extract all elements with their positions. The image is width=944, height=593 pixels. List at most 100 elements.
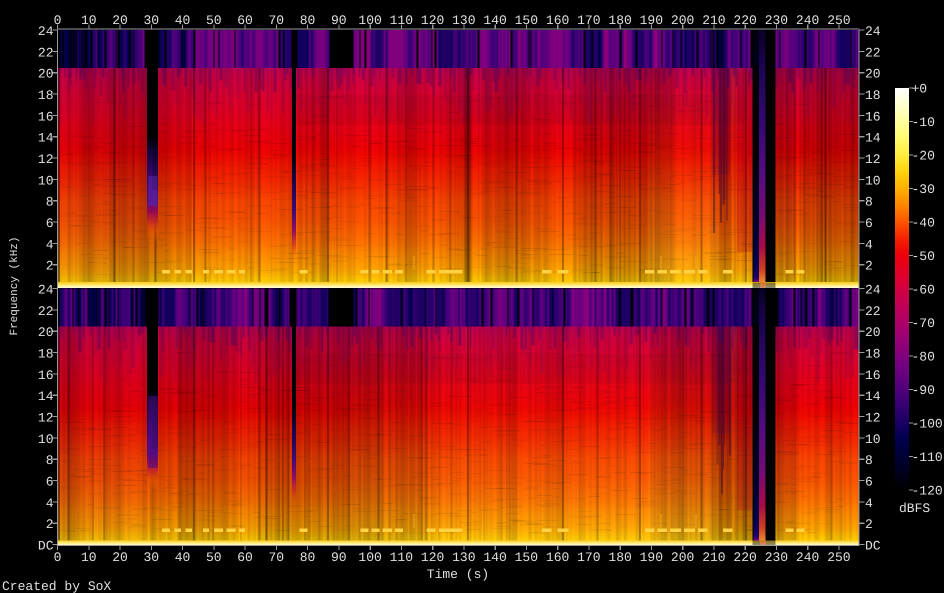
svg-text:+0: +0 — [912, 82, 928, 97]
svg-text:12: 12 — [865, 411, 881, 426]
svg-text:-50: -50 — [912, 249, 935, 264]
svg-text:18: 18 — [38, 347, 54, 362]
svg-text:160: 160 — [546, 13, 569, 28]
svg-text:130: 130 — [452, 550, 475, 565]
svg-text:24: 24 — [865, 283, 881, 298]
svg-text:180: 180 — [608, 550, 631, 565]
svg-text:14: 14 — [38, 131, 54, 146]
svg-text:-30: -30 — [912, 182, 935, 197]
svg-text:24: 24 — [865, 24, 881, 39]
svg-text:2: 2 — [46, 259, 54, 274]
svg-text:40: 40 — [175, 550, 191, 565]
svg-text:16: 16 — [865, 368, 881, 383]
svg-text:40: 40 — [175, 13, 191, 28]
svg-text:14: 14 — [38, 389, 54, 404]
svg-text:DC: DC — [865, 539, 881, 554]
svg-text:170: 170 — [577, 13, 600, 28]
svg-text:-20: -20 — [912, 149, 935, 164]
svg-text:70: 70 — [268, 13, 284, 28]
svg-text:240: 240 — [796, 550, 819, 565]
svg-text:10: 10 — [38, 173, 54, 188]
svg-text:170: 170 — [577, 550, 600, 565]
svg-text:2: 2 — [865, 259, 873, 274]
svg-text:-80: -80 — [912, 350, 935, 365]
svg-text:6: 6 — [865, 216, 873, 231]
svg-text:210: 210 — [702, 13, 725, 28]
svg-text:20: 20 — [112, 13, 128, 28]
svg-text:20: 20 — [38, 67, 54, 82]
svg-text:22: 22 — [38, 45, 54, 60]
svg-text:140: 140 — [483, 13, 506, 28]
svg-text:-120: -120 — [912, 484, 943, 499]
svg-text:22: 22 — [865, 45, 881, 60]
svg-text:16: 16 — [865, 109, 881, 124]
svg-text:70: 70 — [268, 550, 284, 565]
svg-text:16: 16 — [38, 368, 54, 383]
svg-text:30: 30 — [143, 13, 159, 28]
svg-text:110: 110 — [390, 550, 413, 565]
svg-text:8: 8 — [46, 453, 54, 468]
svg-text:80: 80 — [300, 550, 316, 565]
svg-text:200: 200 — [671, 13, 694, 28]
svg-text:-110: -110 — [912, 450, 943, 465]
svg-text:60: 60 — [237, 550, 253, 565]
svg-text:120: 120 — [421, 550, 444, 565]
svg-text:18: 18 — [38, 88, 54, 103]
svg-text:4: 4 — [46, 237, 54, 252]
svg-text:6: 6 — [46, 216, 54, 231]
svg-text:10: 10 — [81, 13, 97, 28]
svg-text:DC: DC — [38, 539, 54, 554]
svg-text:-90: -90 — [912, 383, 935, 398]
svg-text:240: 240 — [796, 13, 819, 28]
svg-text:20: 20 — [38, 325, 54, 340]
svg-text:-100: -100 — [912, 417, 943, 432]
svg-text:90: 90 — [331, 13, 347, 28]
svg-text:22: 22 — [38, 304, 54, 319]
svg-text:Frequency (kHz): Frequency (kHz) — [9, 236, 21, 335]
svg-text:14: 14 — [865, 131, 881, 146]
svg-text:0: 0 — [54, 550, 62, 565]
svg-text:10: 10 — [81, 550, 97, 565]
svg-text:150: 150 — [515, 550, 538, 565]
svg-text:-70: -70 — [912, 316, 935, 331]
svg-text:200: 200 — [671, 550, 694, 565]
svg-text:-10: -10 — [912, 115, 935, 130]
svg-text:90: 90 — [331, 550, 347, 565]
svg-text:2: 2 — [46, 517, 54, 532]
svg-text:250: 250 — [827, 13, 850, 28]
svg-text:100: 100 — [358, 550, 381, 565]
svg-text:6: 6 — [46, 475, 54, 490]
svg-text:-60: -60 — [912, 283, 935, 298]
svg-text:80: 80 — [300, 13, 316, 28]
svg-text:10: 10 — [865, 173, 881, 188]
svg-text:12: 12 — [865, 152, 881, 167]
svg-text:24: 24 — [38, 24, 54, 39]
svg-text:12: 12 — [38, 152, 54, 167]
svg-text:8: 8 — [865, 453, 873, 468]
svg-text:150: 150 — [515, 13, 538, 28]
svg-text:180: 180 — [608, 13, 631, 28]
svg-text:210: 210 — [702, 550, 725, 565]
svg-text:4: 4 — [865, 496, 873, 511]
svg-text:190: 190 — [640, 550, 663, 565]
svg-text:30: 30 — [143, 550, 159, 565]
svg-text:24: 24 — [38, 283, 54, 298]
svg-text:Time (s): Time (s) — [427, 567, 489, 582]
svg-text:12: 12 — [38, 411, 54, 426]
svg-text:50: 50 — [206, 550, 222, 565]
svg-text:4: 4 — [46, 496, 54, 511]
svg-text:60: 60 — [237, 13, 253, 28]
svg-text:230: 230 — [765, 13, 788, 28]
svg-text:50: 50 — [206, 13, 222, 28]
svg-text:-40: -40 — [912, 216, 935, 231]
svg-text:130: 130 — [452, 13, 475, 28]
svg-text:110: 110 — [390, 13, 413, 28]
svg-text:dBFS: dBFS — [899, 501, 930, 516]
svg-text:10: 10 — [38, 432, 54, 447]
svg-text:20: 20 — [865, 67, 881, 82]
svg-text:160: 160 — [546, 550, 569, 565]
svg-text:20: 20 — [112, 550, 128, 565]
svg-text:8: 8 — [865, 195, 873, 210]
svg-text:250: 250 — [827, 550, 850, 565]
svg-text:22: 22 — [865, 304, 881, 319]
